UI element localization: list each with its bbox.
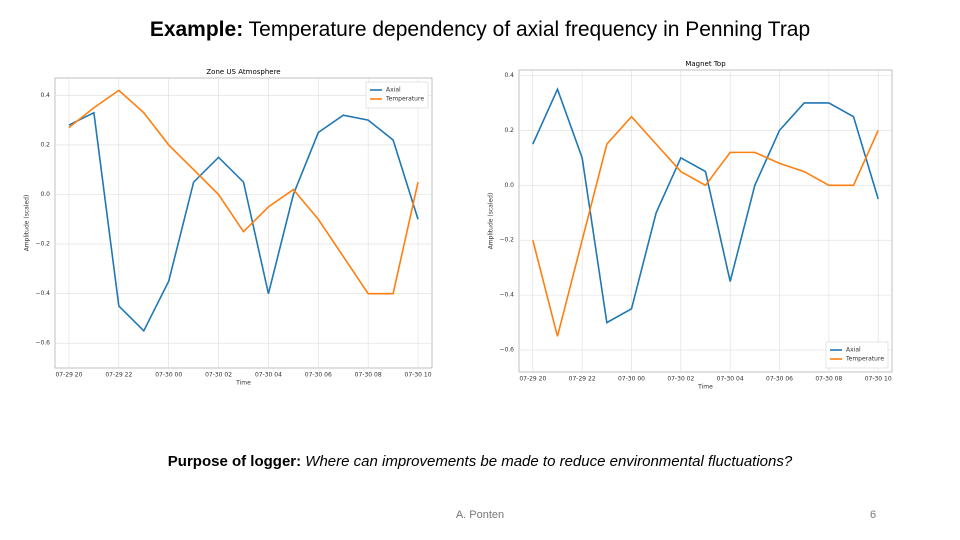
legend-box [365, 81, 429, 109]
y-axis-label: Amplitude (scaled) [488, 193, 495, 250]
legend-label: Temperature [845, 356, 884, 363]
chart-title: Magnet Top [685, 60, 726, 68]
legend: Axial Temperature [825, 341, 889, 369]
plot-area [518, 69, 893, 373]
x-tick-label: 07-29 20 [55, 372, 82, 379]
plot-area [54, 77, 433, 369]
purpose-rest: Where can improvements be made to reduce… [301, 453, 793, 470]
y-tick-label: 0.2 [40, 141, 50, 148]
chart: Magnet Top Time Amplitude (scaled) −0.6 −0.4… [488, 60, 893, 391]
x-tick-label: 07-29 20 [519, 376, 546, 383]
x-tick-label: 07-30 08 [815, 376, 842, 383]
x-tick-label: 07-30 04 [255, 372, 282, 379]
y-tick-label: −0.6 [499, 347, 514, 354]
legend: Axial Temperature [365, 81, 429, 109]
y-tick-label: 0.2 [504, 127, 514, 134]
legend-box [825, 341, 889, 369]
purpose: Purpose of logger: Where can improvement… [0, 453, 960, 470]
title-rest: Temperature dependency of axial frequenc… [243, 18, 811, 41]
y-tick-label: −0.2 [35, 241, 50, 248]
x-tick-label: 07-30 00 [618, 376, 645, 383]
series-line [68, 111, 419, 333]
series-line [532, 87, 879, 324]
y-tick-label: 0.0 [40, 191, 50, 198]
page-number: 6 [870, 509, 877, 521]
x-tick-label: 07-29 22 [105, 372, 132, 379]
author: A. Ponten [455, 509, 505, 521]
y-tick-label: −0.2 [499, 237, 514, 244]
x-tick-label: 07-30 08 [355, 372, 382, 379]
x-tick-label: 07-30 04 [717, 376, 744, 383]
title-bold: Example: [149, 18, 244, 41]
legend-label: Axial [386, 87, 401, 94]
y-tick-label: −0.4 [499, 292, 514, 299]
x-tick-label: 07-30 10 [405, 372, 432, 379]
y-axis-label: Amplitude (scaled) [24, 195, 31, 252]
x-tick-label: 07-30 06 [305, 372, 332, 379]
y-tick-label: −0.6 [35, 340, 50, 347]
x-axis-label: Time [235, 380, 251, 387]
legend-label: Axial [846, 347, 861, 354]
y-tick-label: −0.4 [35, 290, 50, 297]
series-line [532, 115, 879, 337]
y-tick-label: 0.4 [504, 72, 514, 79]
legend-label: Temperature [385, 96, 424, 103]
x-tick-label: 07-30 02 [205, 372, 232, 379]
x-axis-label: Time [697, 384, 713, 391]
x-tick-label: 07-30 02 [667, 376, 694, 383]
chart-title: Zone US Atmosphere [206, 68, 280, 76]
chart: Zone US Atmosphere Time Amplitude (scaled)… [24, 68, 433, 387]
y-tick-label: 0.4 [40, 92, 50, 99]
x-tick-label: 07-30 06 [766, 376, 793, 383]
purpose-bold: Purpose of logger: [167, 453, 302, 470]
slide-title: Example: Temperature dependency of axial… [0, 18, 960, 42]
y-tick-label: 0.0 [504, 182, 514, 189]
x-tick-label: 07-29 22 [569, 376, 596, 383]
x-tick-label: 07-30 00 [155, 372, 182, 379]
series-line [68, 89, 419, 295]
x-tick-label: 07-30 10 [865, 376, 892, 383]
